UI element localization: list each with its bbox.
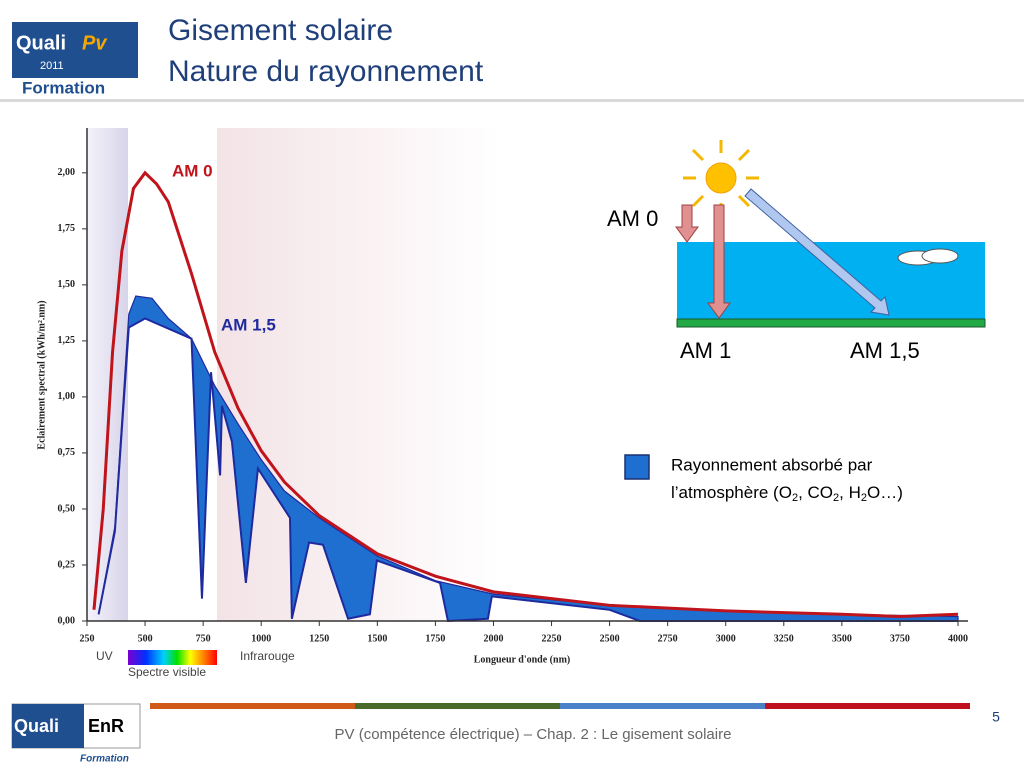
y-tick-label: 1,25 [58,335,76,346]
legend-part: , CO [798,483,833,502]
logo-mark: Pv [82,32,108,54]
x-tick-label: 2500 [600,633,620,644]
x-tick-label: 2250 [542,633,562,644]
title-line: Nature du rayonnement [168,55,484,88]
logo-box [12,704,84,748]
footer-rule [355,703,560,709]
x-tick-label: 3000 [716,633,736,644]
series-line [92,170,959,619]
legend-swatch [624,454,650,480]
y-tick-label: 1,50 [58,279,76,290]
x-tick-label: 750 [196,633,211,644]
logo-brand: Quali [14,716,59,736]
am0-label: AM 0 [607,206,658,231]
visible-label: Spectre visible [128,665,206,679]
logo-box [12,22,138,78]
x-tick-label: 1250 [309,633,329,644]
x-tick-label: 250 [80,633,95,644]
ir-label: Infrarouge [240,649,295,663]
page-number: 5 [992,709,1000,725]
header-logo: Quali Pv 2011 Formation [12,22,138,97]
legend-part: l’atmosphère (O [671,483,792,502]
visible-spectrum [128,650,217,665]
arrow-am1 [707,204,731,319]
ir-band [217,128,500,621]
legend-part: O…) [867,483,903,502]
uv-label: UV [96,649,113,663]
series-label: AM 1,5 [221,315,276,334]
arrow-am0 [675,204,699,243]
ground [676,318,986,328]
series-label: AM 0 [172,161,213,180]
logo-sub: Formation [80,754,129,765]
x-axis-label: Longueur d'onde (nm) [474,654,571,665]
y-tick-label: 0,00 [58,615,76,626]
y-tick-label: 1,75 [58,223,76,234]
arrow-am15 [744,188,890,316]
y-tick-label: 0,25 [58,559,76,570]
uv-band [87,128,128,621]
air-mass-diagram: AM 0 AM 1 AM 1,5 [607,140,986,363]
x-tick-label: 2000 [483,633,503,644]
y-tick-label: 0,75 [58,447,76,458]
chart: AM 0 AM 1,5 0,00 0,25 0,50 0,75 1,00 1,25 1,50 1,… [58,128,968,644]
x-tick-label: 3500 [832,633,852,644]
x-tick-label: 1000 [251,633,271,644]
header-rule [0,99,1024,102]
logo-year: 2011 [40,60,64,72]
cloud [897,248,959,266]
legend-sub: 2 [833,492,839,504]
footer-rule [150,703,355,709]
logo-sub: Formation [22,78,105,97]
am1-label: AM 1 [680,338,731,363]
y-axis-label: Eclairement spectral (kWh/m².nm) [36,300,47,449]
y-tick-label: 0,50 [58,503,76,514]
am15-label: AM 1,5 [850,338,920,363]
footer-text: PV (compétence électrique) – Chap. 2 : L… [335,726,732,743]
title-line: Gisement solaire [168,14,393,47]
x-tick-label: 4000 [948,633,968,644]
legend-text: l’atmosphère (O2, CO2, H2O…) [671,483,903,503]
x-tick-label: 1500 [367,633,387,644]
footer-rule [765,703,970,709]
sun [705,162,737,194]
legend-sub: 2 [861,492,867,504]
x-tick-label: 2750 [658,633,678,644]
x-tick-label: 1750 [425,633,445,644]
footer-logo: Quali EnR Formation [11,703,141,765]
legend-part: , H [839,483,861,502]
y-tick-label: 1,00 [58,391,76,402]
series-line [97,317,958,623]
x-tick-label: 3250 [774,633,794,644]
y-tick-label: 2,00 [58,167,76,178]
logo-brand: Quali [16,32,66,54]
legend-sub: 2 [792,492,798,504]
legend-text: Rayonnement absorbé par [671,455,873,474]
footer-rule [560,703,765,709]
logo-mark: EnR [88,716,124,736]
x-tick-label: 3750 [890,633,910,644]
x-tick-label: 500 [138,633,153,644]
